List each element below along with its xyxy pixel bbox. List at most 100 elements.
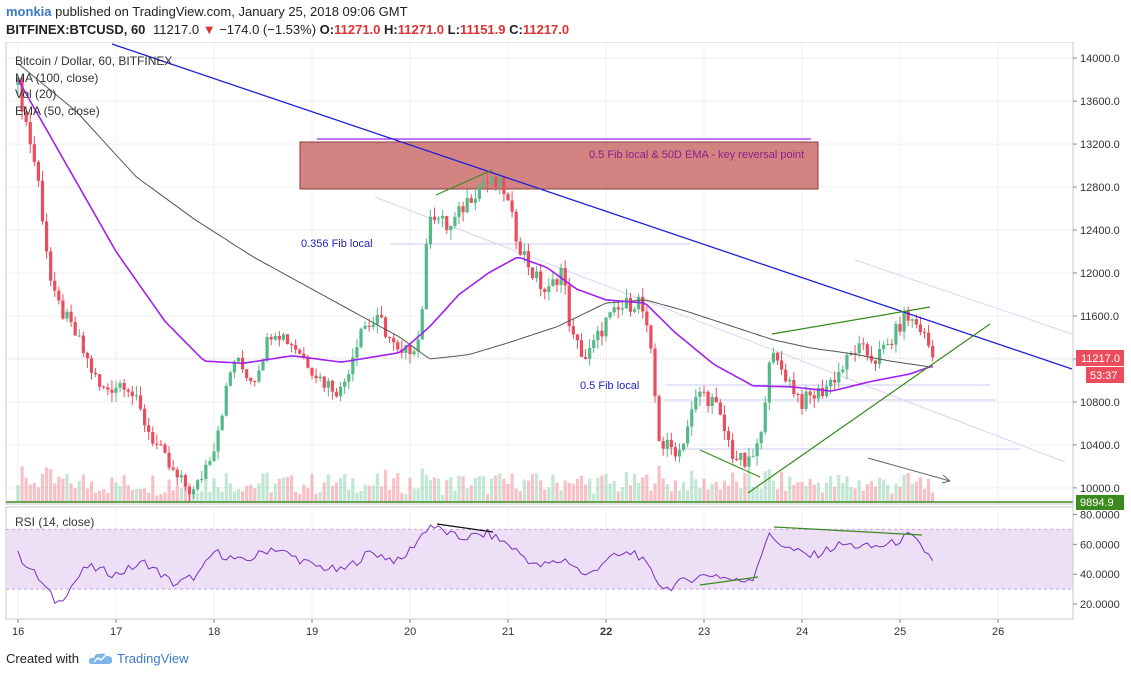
- legend-ma[interactable]: MA (100, close): [15, 71, 98, 85]
- volume-bar: [110, 477, 114, 502]
- candle-body: [142, 408, 147, 426]
- fib-zone-label: 0.5 Fib local & 50D EMA - key reversal p…: [589, 149, 804, 161]
- volume-bar: [502, 478, 506, 502]
- volume-bar: [792, 484, 796, 502]
- volume-bar: [310, 473, 314, 502]
- candle-body: [412, 351, 416, 355]
- tradingview-cloud-icon[interactable]: [88, 650, 114, 666]
- channel-line-upper[interactable]: [854, 259, 1073, 335]
- candle-body: [147, 425, 151, 432]
- candle-body: [187, 486, 192, 495]
- volume-bar: [910, 483, 914, 502]
- wedge-bottom-line[interactable]: [747, 323, 991, 494]
- volume-bar: [44, 467, 49, 502]
- candle-body: [661, 441, 665, 449]
- candle-body: [657, 396, 661, 442]
- candle-body: [298, 349, 302, 354]
- volume-bar: [392, 478, 396, 502]
- time-axis[interactable]: 16 17 18 19 20 21 22 23 24 25 26: [12, 619, 1004, 638]
- candle-body: [61, 300, 65, 319]
- volume-bar: [485, 493, 490, 502]
- volume-bar: [130, 490, 134, 502]
- volume-bar: [473, 477, 477, 502]
- volume-bar: [657, 465, 661, 502]
- open-value: 11271.0: [334, 22, 381, 37]
- candle-body: [567, 285, 571, 327]
- tradingview-link[interactable]: TradingView: [117, 651, 189, 666]
- candle-body: [571, 326, 575, 335]
- candle-body: [796, 393, 800, 395]
- descending-trendline[interactable]: [111, 43, 1073, 370]
- volume-bar: [653, 483, 657, 502]
- channel-line-mid[interactable]: [374, 196, 1066, 463]
- candle-body: [828, 379, 833, 387]
- volume-bar: [77, 480, 81, 502]
- legend-ema[interactable]: EMA (50, close): [15, 104, 100, 118]
- candle-body: [89, 358, 94, 373]
- rsi-tick-label: 20.0000: [1080, 599, 1120, 611]
- volume-bar: [710, 483, 714, 502]
- published-text: published on TradingView.com, January 25…: [55, 4, 408, 19]
- candle-body: [126, 389, 130, 392]
- projection-arrow[interactable]: [867, 457, 951, 482]
- candle-body: [877, 349, 882, 364]
- fib-zone-box[interactable]: [299, 141, 819, 190]
- volume-bar: [677, 490, 682, 502]
- candle-body: [220, 415, 224, 431]
- volume-bar: [845, 476, 849, 502]
- volume-bar: [702, 478, 706, 502]
- volume-bar: [465, 488, 469, 502]
- wedge-top-line-right[interactable]: [771, 306, 931, 335]
- price-axis[interactable]: 14000.0 13600.0 13200.0 12800.0 12400.0 12000…: [1072, 42, 1120, 619]
- candle-body: [473, 198, 477, 203]
- candle-body: [40, 180, 45, 222]
- candle-body: [122, 383, 126, 390]
- candle-body: [714, 396, 718, 403]
- volume-bar: [387, 489, 392, 502]
- candle-body: [208, 461, 212, 465]
- candle-body: [404, 345, 408, 353]
- rsi-divergence-line-1[interactable]: [436, 523, 494, 533]
- legend-vol[interactable]: Vol (20): [15, 87, 56, 101]
- wedge-top-line-left[interactable]: [435, 169, 493, 196]
- volume-bar: [285, 477, 290, 502]
- volume-bar: [396, 472, 400, 502]
- volume-bar: [490, 478, 494, 502]
- volume-bar: [449, 477, 453, 502]
- rsi-divergence-line-3[interactable]: [699, 576, 759, 586]
- volume-bar: [322, 482, 326, 502]
- candle-body: [755, 443, 759, 457]
- rsi-axis[interactable]: 80.0000 60.0000 40.0000 20.0000: [1073, 509, 1120, 611]
- open-label: O:: [319, 22, 335, 37]
- candle-body: [396, 342, 400, 350]
- candle-body: [179, 475, 183, 478]
- volume-bar: [134, 489, 139, 502]
- divergence-line-price[interactable]: [699, 449, 761, 478]
- volume-bar: [494, 475, 498, 502]
- candle-body: [690, 409, 694, 427]
- candle-body: [347, 374, 351, 382]
- candle-body: [151, 431, 155, 444]
- candle-body: [449, 226, 453, 231]
- candle-body: [890, 343, 894, 345]
- candle-body: [228, 372, 232, 386]
- candle-body: [302, 353, 306, 357]
- volume-bar: [142, 488, 147, 502]
- candle-body: [747, 456, 751, 467]
- candle-body: [873, 360, 878, 364]
- candle-body: [408, 345, 412, 355]
- candle-body: [575, 334, 580, 341]
- candle-body: [882, 344, 886, 350]
- volume-bar: [779, 472, 784, 502]
- author-link[interactable]: monkia: [6, 4, 52, 19]
- candle-body: [906, 311, 910, 321]
- candle-body: [387, 336, 392, 339]
- candle-body: [616, 307, 620, 310]
- rsi-divergence-line-2[interactable]: [773, 526, 923, 536]
- ma100-line[interactable]: [17, 63, 933, 368]
- rsi-line[interactable]: [17, 524, 934, 605]
- ema50-line[interactable]: [17, 79, 933, 392]
- volume-bar: [812, 484, 816, 502]
- candle-body: [649, 325, 653, 349]
- chart-canvas[interactable]: 0.5 Fib local & 50D EMA - key reversal p…: [0, 42, 1131, 640]
